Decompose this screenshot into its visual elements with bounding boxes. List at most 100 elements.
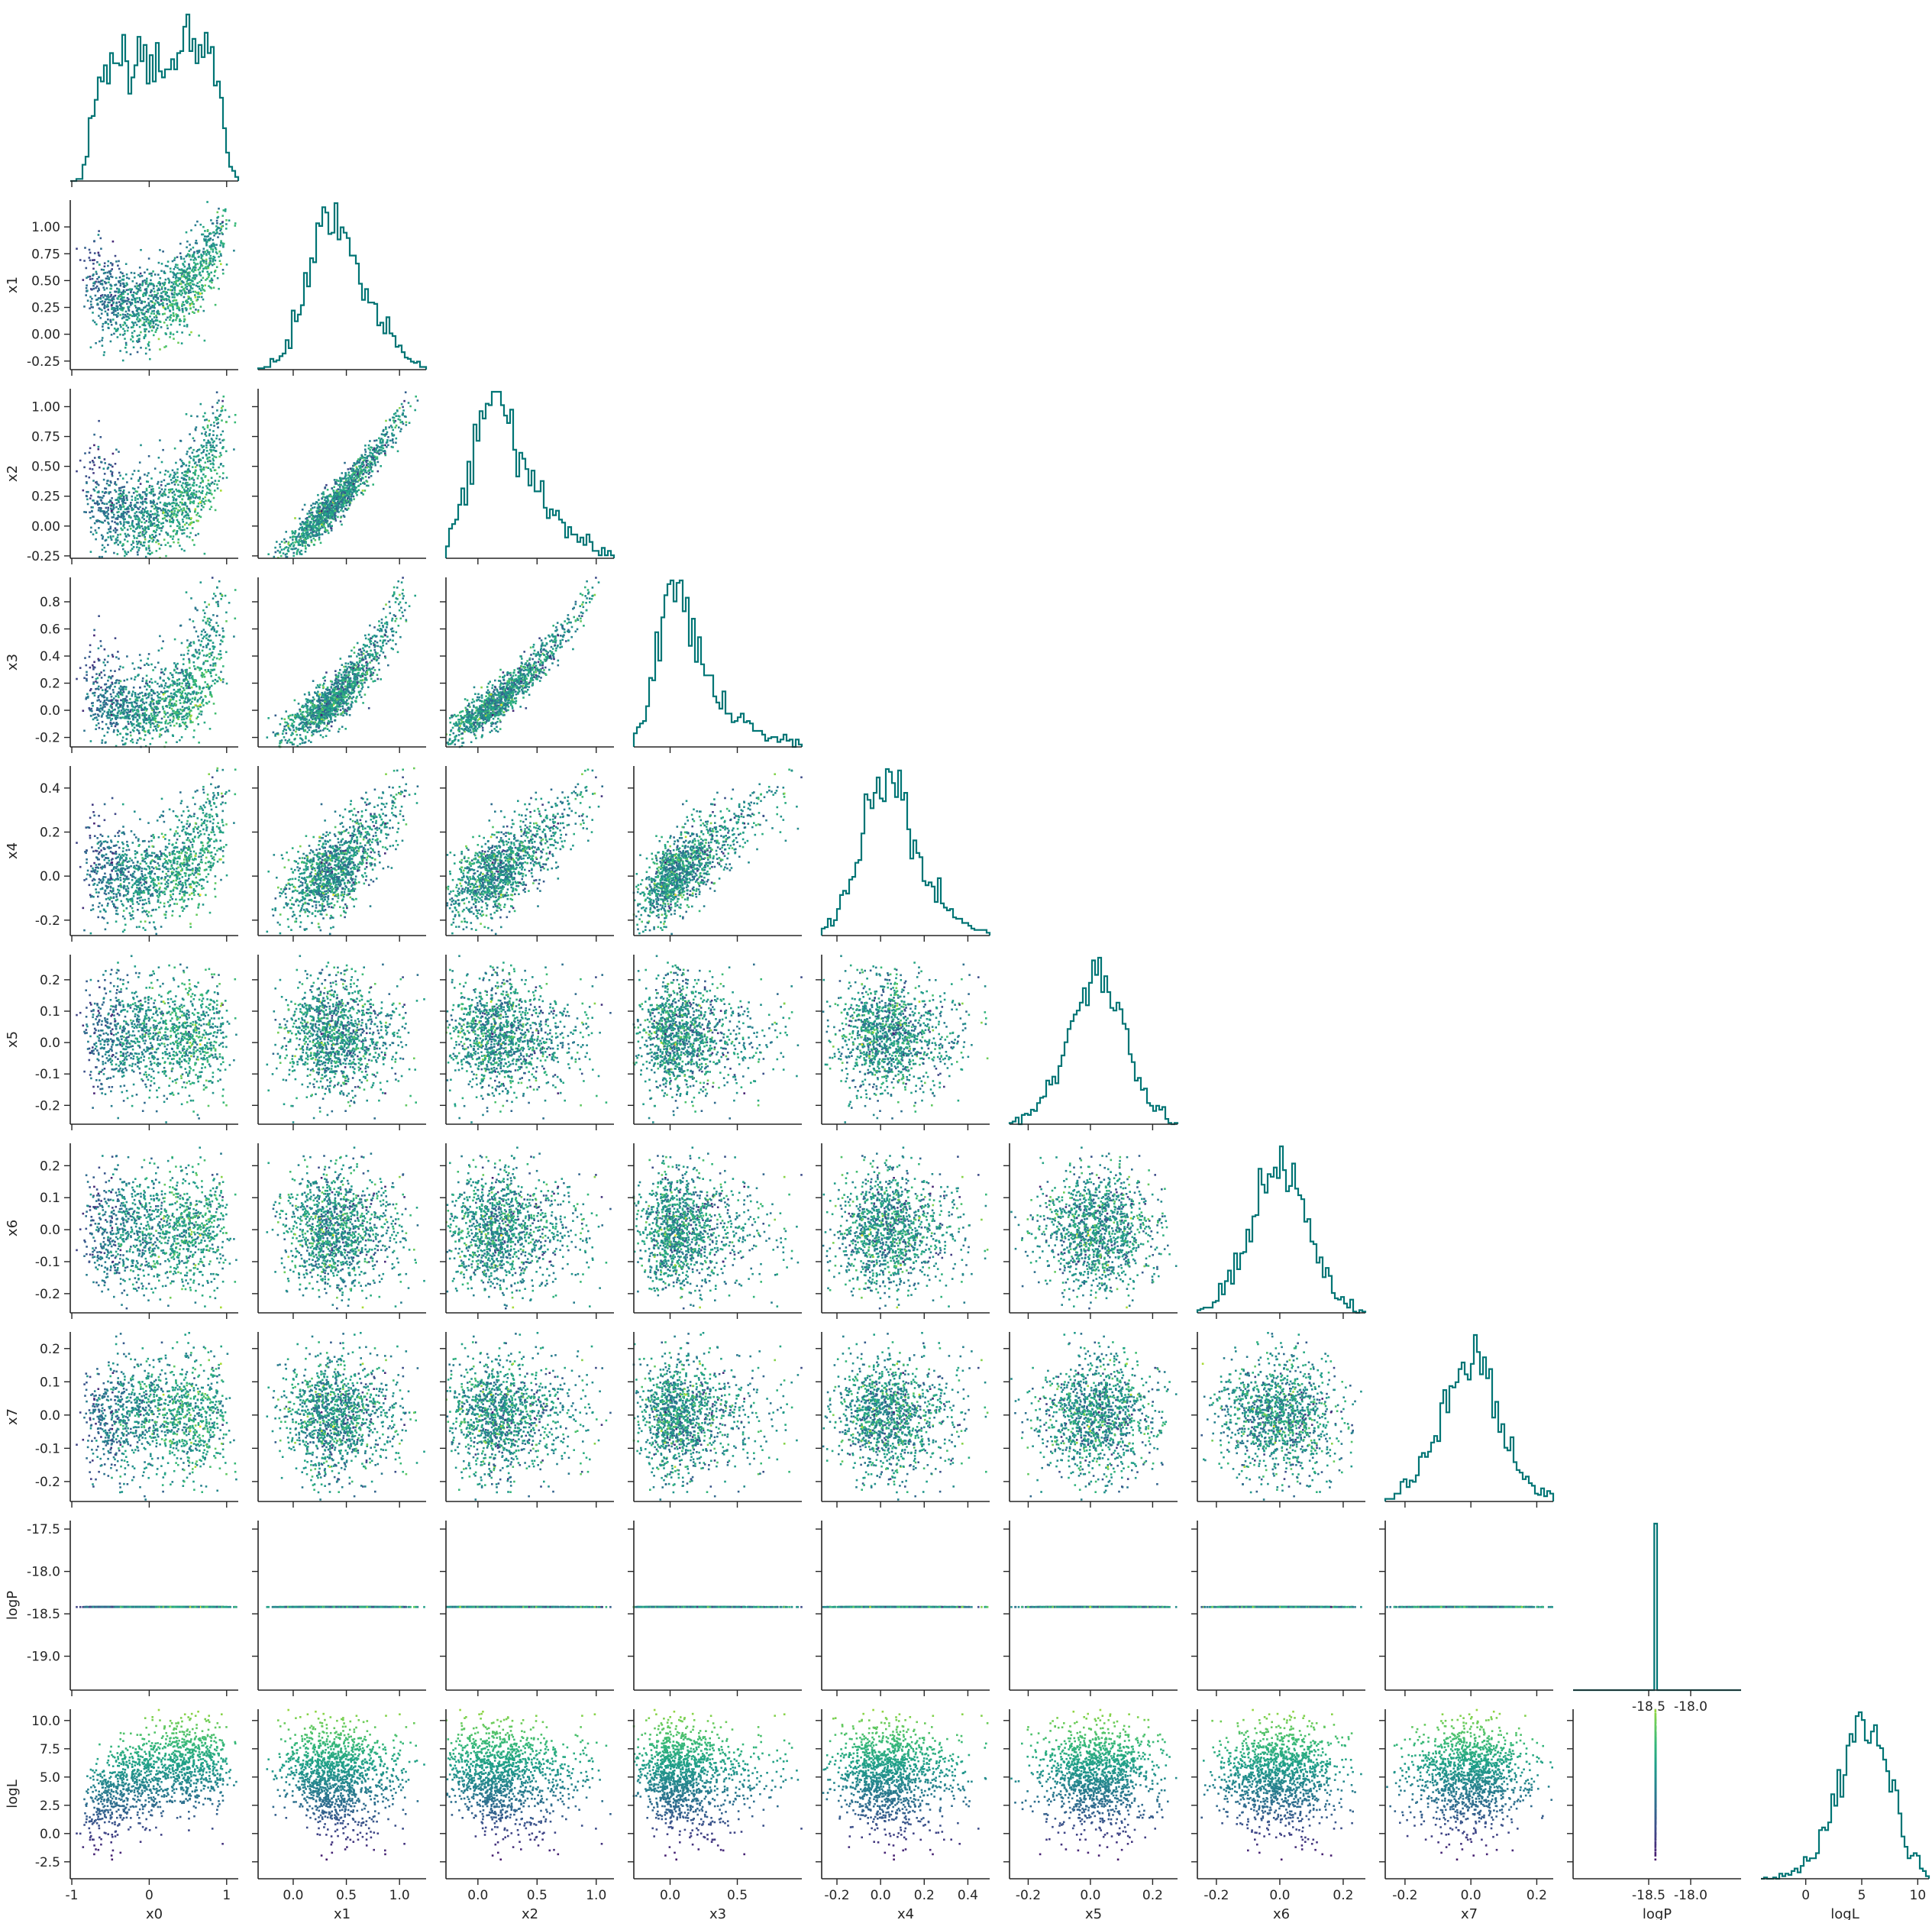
scatter-point: [211, 493, 213, 496]
scatter-point: [214, 275, 216, 277]
scatter-point: [142, 283, 144, 285]
panel-x1-vs-x0: -0.250.000.250.500.751.00: [27, 200, 238, 376]
scatter-point: [139, 461, 141, 464]
scatter-point: [136, 537, 138, 539]
scatter-point: [133, 526, 135, 528]
scatter-point: [141, 284, 144, 286]
scatter-point: [197, 263, 199, 265]
scatter-point: [160, 293, 163, 295]
scatter-point: [170, 289, 172, 291]
scatter-point: [165, 332, 167, 335]
scatter-point: [194, 294, 196, 296]
scatter-point: [131, 544, 133, 546]
scatter-point: [113, 309, 115, 312]
scatter-point: [176, 331, 179, 333]
scatter-point: [147, 309, 149, 311]
scatter-point: [156, 503, 158, 505]
scatter-point: [369, 440, 371, 442]
scatter-point: [119, 334, 121, 336]
scatter-point: [197, 533, 199, 535]
scatter-point: [131, 523, 134, 525]
scatter-point: [135, 293, 137, 295]
scatter-point: [115, 277, 118, 280]
scatter-point: [165, 470, 167, 472]
scatter-point: [195, 491, 198, 493]
scatter-point: [90, 551, 92, 553]
scatter-point: [130, 528, 132, 530]
scatter-point: [220, 263, 222, 266]
scatter-point: [122, 506, 124, 508]
scatter-point: [215, 416, 217, 419]
scatter-point: [108, 528, 110, 531]
scatter-point: [120, 495, 122, 497]
scatter-point: [159, 533, 161, 535]
scatter-point: [106, 483, 108, 485]
scatter-point: [127, 528, 129, 531]
scatter-point: [104, 307, 106, 309]
scatter-point: [204, 230, 206, 232]
scatter-point: [125, 344, 128, 346]
scatter-point: [188, 263, 190, 266]
scatter-point: [111, 510, 113, 512]
scatter-point: [163, 313, 166, 315]
scatter-point: [108, 277, 110, 280]
scatter-point: [159, 548, 161, 550]
scatter-point: [216, 402, 218, 404]
scatter-point: [202, 268, 205, 270]
scatter-point: [160, 303, 163, 305]
scatter-point: [136, 313, 138, 315]
scatter-point: [199, 465, 202, 467]
scatter-point: [292, 552, 295, 554]
scatter-point: [197, 512, 199, 515]
scatter-point: [122, 314, 124, 316]
scatter-point: [117, 478, 119, 480]
scatter-point: [186, 288, 189, 290]
scatter-point: [158, 338, 160, 341]
scatter-point: [173, 299, 176, 302]
scatter-point: [221, 406, 224, 408]
scatter-point: [140, 273, 142, 275]
scatter-point: [139, 519, 141, 522]
scatter-point: [166, 303, 168, 305]
y-tick-label: 0.50: [31, 460, 60, 475]
scatter-point: [135, 528, 137, 530]
scatter-point: [167, 289, 170, 291]
scatter-point: [345, 477, 347, 480]
scatter-points: [76, 391, 236, 558]
scatter-point: [102, 497, 104, 499]
scatter-point: [297, 548, 299, 551]
scatter-point: [112, 241, 115, 243]
scatter-point: [196, 221, 199, 223]
scatter-point: [102, 491, 104, 493]
scatter-point: [162, 251, 164, 253]
scatter-point: [208, 433, 211, 435]
scatter-point: [173, 499, 175, 501]
scatter-point: [122, 291, 124, 293]
scatter-point: [139, 326, 141, 328]
scatter-point: [170, 525, 172, 528]
scatter-point: [106, 516, 108, 518]
scatter-point: [179, 320, 181, 322]
scatter-point: [122, 334, 124, 336]
scatter-point: [181, 477, 183, 480]
scatter-point: [160, 471, 162, 474]
scatter-point: [175, 283, 177, 286]
scatter-point: [176, 508, 178, 510]
scatter-point: [192, 496, 194, 498]
scatter-point: [117, 336, 119, 338]
scatter-point: [192, 254, 195, 256]
scatter-point: [117, 328, 119, 330]
scatter-point: [217, 277, 219, 280]
scatter-point: [208, 274, 211, 276]
scatter-point: [117, 298, 119, 300]
scatter-point: [342, 510, 344, 512]
scatter-point: [194, 278, 196, 280]
scatter-point: [155, 535, 157, 537]
scatter-point: [135, 506, 137, 508]
scatter-point: [186, 535, 189, 538]
scatter-point: [165, 309, 167, 311]
scatter-point: [126, 481, 128, 483]
scatter-point: [338, 480, 340, 482]
scatter-point: [186, 527, 189, 529]
scatter-point: [130, 550, 132, 552]
